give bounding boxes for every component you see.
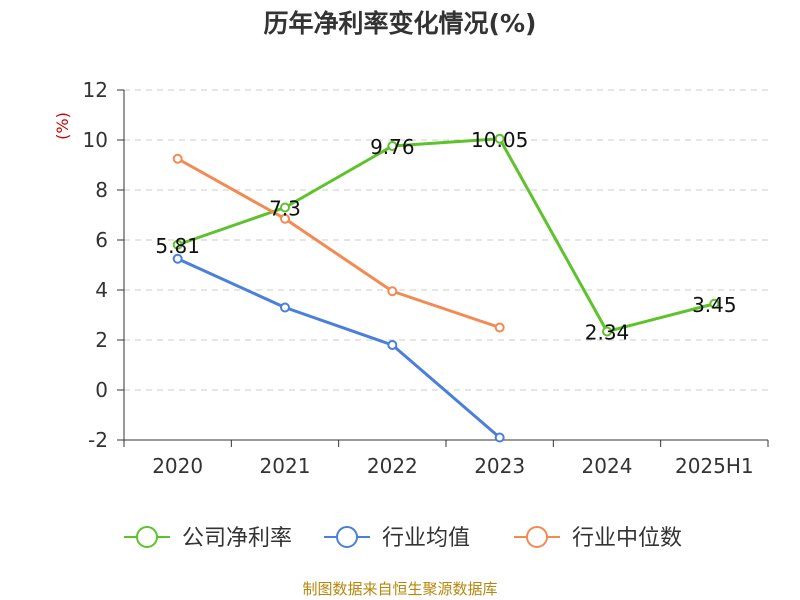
x-tick-label: 2020 [152, 454, 203, 478]
data-point-marker [172, 253, 183, 264]
y-tick-label: 4 [95, 278, 108, 302]
y-tick-label: 0 [95, 378, 108, 402]
data-point-marker [280, 213, 290, 224]
y-tick-label: 12 [83, 78, 108, 102]
y-axis-unit-label: (%) [53, 112, 72, 140]
legend-swatch-marker [136, 526, 158, 548]
data-label: 9.76 [370, 135, 415, 159]
data-point-marker [280, 202, 290, 213]
data-point-marker [172, 239, 183, 250]
data-label: 3.45 [692, 293, 737, 317]
legend-label: 行业均值 [382, 526, 470, 551]
y-tick-label: 6 [95, 228, 108, 252]
data-point-marker [387, 141, 398, 151]
y-tick-label: 2 [95, 328, 108, 352]
legend-swatch-marker [336, 526, 358, 548]
data-point-marker [494, 322, 505, 333]
data-label: 2.34 [585, 321, 630, 345]
x-tick-label: 2022 [367, 454, 418, 478]
series-layer [172, 133, 720, 443]
source-note: 制图数据来自恒生聚源数据库 [302, 580, 497, 598]
data-label: 10.05 [471, 128, 528, 152]
y-tick-label: 10 [83, 128, 108, 152]
data-point-marker [280, 302, 290, 313]
data-point-marker [602, 326, 612, 337]
legend-label: 行业中位数 [572, 526, 682, 551]
y-tick-label: 8 [95, 178, 108, 202]
legend: 公司净利率 行业均值 行业中位数 [124, 526, 682, 551]
x-tick-label: 2024 [582, 454, 633, 478]
data-point-marker [709, 298, 720, 309]
data-point-marker [494, 432, 505, 443]
chart-title: 历年净利率变化情况(%) [264, 9, 537, 38]
data-label: 5.81 [155, 234, 200, 258]
legend-label: 公司净利率 [182, 526, 292, 551]
series-line-0 [177, 137, 715, 333]
data-point-marker [172, 153, 183, 164]
data-labels: 5.81 7.3 9.76 10.05 2.34 3.45 [155, 128, 736, 345]
data-point-marker [387, 286, 398, 297]
x-tick-label: 2023 [474, 454, 525, 478]
data-point-marker [494, 133, 505, 144]
x-tick-label: 2021 [260, 454, 311, 478]
data-point-marker [387, 340, 398, 350]
series-line-2 [176, 157, 501, 329]
data-label: 7.3 [269, 197, 301, 221]
y-tick-label: -2 [88, 428, 108, 452]
x-tick-label: 2025H1 [675, 454, 754, 478]
legend-swatch-marker [526, 526, 548, 548]
axes: -2 0 2 4 6 8 10 12 2020 2021 2022 2023 2024 2025H1 [83, 78, 769, 478]
series-line-1 [177, 257, 501, 439]
